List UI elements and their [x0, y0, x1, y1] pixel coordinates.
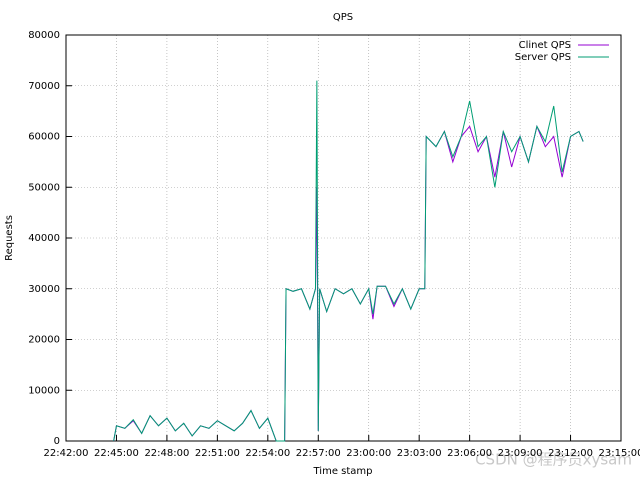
x-tick-label: 22:42:00: [44, 448, 89, 459]
y-tick-label: 50000: [28, 182, 60, 193]
x-tick-label: 23:00:00: [346, 448, 391, 459]
x-tick-label: 22:48:00: [144, 448, 189, 459]
x-tick-label: 22:54:00: [245, 448, 290, 459]
series-line: [113, 124, 584, 442]
y-axis-label: Requests: [4, 215, 15, 261]
y-tick-label: 10000: [28, 385, 60, 396]
plot-frame: [65, 34, 622, 442]
y-tick-label: 20000: [28, 335, 60, 346]
x-tick-label: 22:51:00: [195, 448, 240, 459]
x-axis-label: Time stamp: [313, 466, 373, 477]
x-tick-label: 23:06:00: [447, 448, 492, 459]
x-tick-label: 23:15:00: [599, 448, 640, 459]
watermark: CSDN @程序员xysam: [475, 451, 632, 469]
chart-title: QPS: [333, 12, 353, 23]
legend-label: Clinet QPS: [519, 40, 571, 51]
y-tick-label: 70000: [28, 81, 60, 92]
x-tick-label: 23:03:00: [397, 448, 442, 459]
legend-label: Server QPS: [515, 52, 571, 63]
y-tick-label: 60000: [28, 132, 60, 143]
x-tick-label: 22:57:00: [296, 448, 341, 459]
series-line: [113, 80, 584, 442]
x-tick-label: 23:12:00: [548, 448, 593, 459]
y-tick-label: 40000: [28, 233, 60, 244]
y-tick-label: 30000: [28, 284, 60, 295]
x-tick-label: 22:45:00: [94, 448, 139, 459]
y-tick-label: 80000: [28, 30, 60, 41]
y-tick-label: 0: [54, 436, 60, 447]
x-tick-label: 23:09:00: [498, 448, 543, 459]
